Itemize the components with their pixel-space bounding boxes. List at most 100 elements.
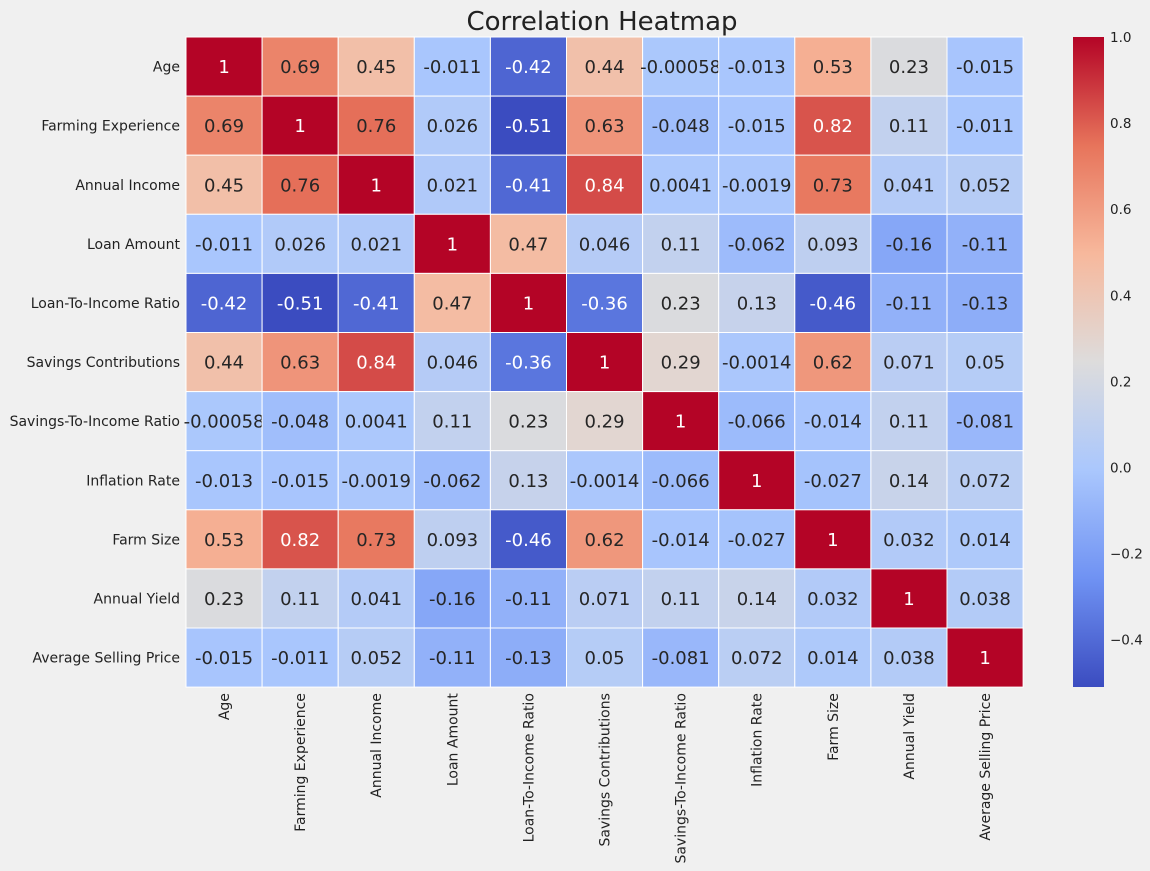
heatmap-cell-r10-c7 [718,627,796,688]
heatmap-cell-r7-c10 [946,450,1024,511]
column-label: Savings Contributions [598,693,614,846]
row-label: Loan Amount [87,237,181,253]
cell-value-label: 0.11 [280,589,320,610]
cell-value-label: -0.062 [423,471,481,492]
cell-value-label: 0.038 [959,589,1011,610]
heatmap-cell-r3-c10 [946,213,1024,274]
heatmap-cell-r0-c0 [185,36,263,97]
cell-value-label: 0.82 [813,116,853,137]
heatmap-cell-r10-c0 [185,627,263,688]
heatmap-cell-r1-c7 [718,95,796,156]
heatmap-cell-r4-c3 [413,272,491,333]
heatmap-cell-r1-c2 [337,95,415,156]
cell-value-label: -0.066 [728,412,786,433]
cell-value-label: 0.021 [350,234,402,255]
cell-value-label: 0.29 [661,353,701,374]
heatmap-cell-r1-c5 [566,95,644,156]
heatmap-cell-r4-c2 [337,272,415,333]
heatmap-cell-r7-c5 [566,450,644,511]
cell-value-label: -0.0019 [722,175,791,196]
cell-value-label: 0.62 [813,353,853,374]
cell-value-label: 0.47 [508,234,548,255]
heatmap-cell-r8-c0 [185,509,263,570]
cell-value-label: -0.0019 [342,471,411,492]
row-label: Savings-To-Income Ratio [10,414,180,430]
heatmap-cell-r4-c9 [870,272,948,333]
heatmap-cell-r1-c0 [185,95,263,156]
cell-value-label: 0.14 [737,589,777,610]
cell-value-label: -0.42 [201,293,248,314]
cell-value-label: 0.53 [813,57,853,78]
heatmap-cell-r4-c8 [794,272,872,333]
cell-value-label: -0.46 [505,530,552,551]
heatmap-cell-r5-c8 [794,332,872,393]
cell-value-label: -0.013 [195,471,253,492]
heatmap-cell-r8-c8 [794,509,872,570]
cell-value-label: -0.011 [195,234,253,255]
cell-value-label: -0.51 [277,293,324,314]
cell-value-label: -0.11 [886,293,933,314]
cell-value-label: 0.11 [889,116,929,137]
heatmap-cell-r1-c10 [946,95,1024,156]
heatmap-cells: 1 0.69 0.45 -0.011 -0.42 0.44 -0.00058 -0.013 0.… [184,36,1024,688]
heatmap-cell-r0-c9 [870,36,948,97]
cell-value-label: 0.026 [274,234,326,255]
cell-value-label: 1 [294,116,305,137]
row-label: Annual Yield [94,591,180,607]
heatmap-cell-r7-c3 [413,450,491,511]
cell-value-label: -0.41 [353,293,400,314]
column-label: Age [217,693,233,720]
cell-value-label: -0.048 [271,412,329,433]
row-label: Inflation Rate [86,473,180,489]
heatmap-cell-r0-c10 [946,36,1024,97]
heatmap-cell-r10-c2 [337,627,415,688]
heatmap-cell-r7-c9 [870,450,948,511]
cell-value-label: -0.0014 [570,471,639,492]
cell-value-label: 0.23 [889,57,929,78]
cell-value-label: -0.11 [962,234,1009,255]
heatmap-cell-r6-c2 [337,391,415,452]
cell-value-label: 1 [675,412,686,433]
row-label: Farming Experience [41,119,180,135]
cell-value-label: -0.014 [804,412,862,433]
row-label: Farm Size [112,532,180,548]
cell-value-label: 0.76 [280,175,320,196]
cell-value-label: 0.0041 [649,175,712,196]
heatmap-cell-r1-c6 [642,95,720,156]
cell-value-label: -0.015 [271,471,329,492]
heatmap-cell-r10-c1 [261,627,339,688]
cell-value-label: 0.62 [585,530,625,551]
heatmap-cell-r2-c5 [566,154,644,215]
heatmap-cell-r7-c1 [261,450,339,511]
heatmap-cell-r2-c8 [794,154,872,215]
cell-value-label: -0.42 [505,57,552,78]
cell-value-label: 0.14 [889,471,929,492]
cell-value-label: 0.84 [356,353,396,374]
heatmap-cell-r9-c8 [794,568,872,629]
cell-value-label: -0.16 [429,589,476,610]
cell-value-label: 0.11 [661,234,701,255]
heatmap-cell-r8-c7 [718,509,796,570]
cell-value-label: 1 [751,471,762,492]
cell-value-label: 1 [218,57,229,78]
heatmap-cell-r0-c7 [718,36,796,97]
row-labels: Age Farming Experience Annual Income Loan A… [10,60,181,667]
colorbar-tick-label: 0.8 [1110,116,1131,132]
cell-value-label: -0.46 [810,293,857,314]
colorbar-tick-label: −0.2 [1110,547,1143,563]
cell-value-label: 0.23 [204,589,244,610]
cell-value-label: 0.84 [585,175,625,196]
heatmap-cell-r2-c2 [337,154,415,215]
cell-value-label: -0.013 [728,57,786,78]
cell-value-label: 0.13 [508,471,548,492]
cell-value-label: 0.44 [585,57,625,78]
colorbar-tick-label: 0.6 [1110,202,1131,218]
column-label: Average Selling Price [978,693,994,840]
heatmap-cell-r10-c5 [566,627,644,688]
column-label: Loan Amount [445,693,461,787]
heatmap-cell-r6-c0 [185,391,263,452]
cell-value-label: 0.093 [807,234,859,255]
cell-value-label: 0.45 [204,175,244,196]
heatmap-cell-r4-c1 [261,272,339,333]
